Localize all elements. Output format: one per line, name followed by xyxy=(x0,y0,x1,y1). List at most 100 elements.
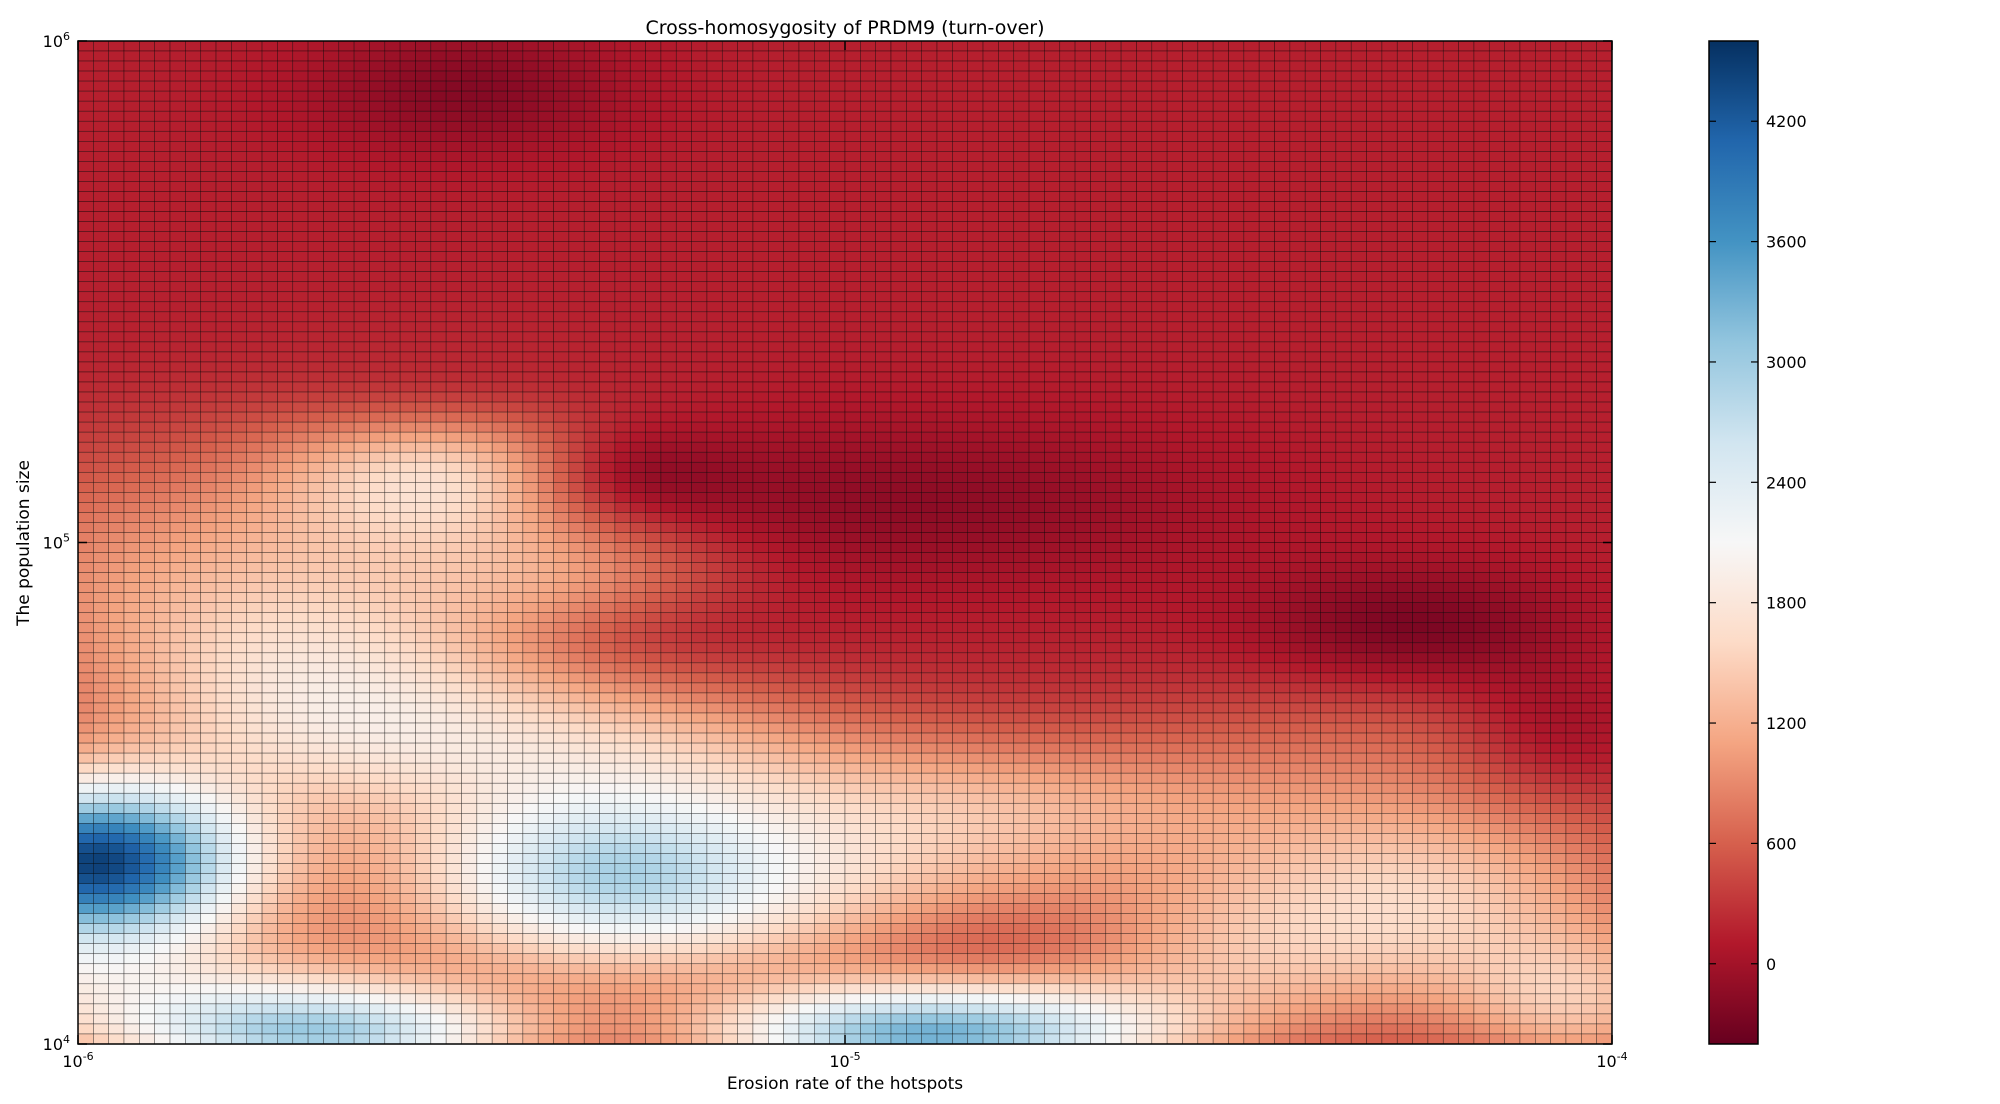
heatmap-cell xyxy=(1304,211,1321,222)
heatmap-cell xyxy=(246,341,263,353)
heatmap-cell xyxy=(1427,261,1444,272)
heatmap-cell xyxy=(1304,40,1321,52)
heatmap-cell xyxy=(583,110,600,122)
heatmap-cell xyxy=(461,40,478,52)
heatmap-cell xyxy=(277,492,294,503)
heatmap-cell xyxy=(829,492,846,503)
heatmap-cell xyxy=(384,70,401,82)
heatmap-cell xyxy=(430,401,447,413)
heatmap-cell xyxy=(1136,211,1153,222)
heatmap-cell xyxy=(246,130,263,142)
heatmap-cell xyxy=(721,211,738,222)
heatmap-cell xyxy=(139,70,156,82)
heatmap-cell xyxy=(1074,120,1091,132)
heatmap-cell xyxy=(1243,141,1260,152)
heatmap-cell xyxy=(185,130,202,142)
heatmap-cell xyxy=(246,70,263,82)
heatmap-cell xyxy=(1427,181,1444,192)
heatmap-cell xyxy=(1381,191,1398,202)
heatmap-cell xyxy=(1074,441,1091,453)
heatmap-cell xyxy=(522,431,539,443)
heatmap-cell xyxy=(108,60,125,72)
heatmap-cell xyxy=(1535,482,1551,493)
heatmap-cell xyxy=(1105,512,1122,523)
heatmap-cell xyxy=(998,201,1015,212)
heatmap-cell xyxy=(491,80,508,92)
heatmap-cell xyxy=(1212,461,1229,473)
heatmap-cell xyxy=(1442,130,1459,142)
heatmap-cell xyxy=(185,261,202,272)
heatmap-cell xyxy=(399,221,416,232)
heatmap-cell xyxy=(629,90,646,102)
heatmap-cell xyxy=(415,151,432,162)
heatmap-cell xyxy=(307,391,324,403)
heatmap-cell xyxy=(553,441,570,453)
heatmap-cell xyxy=(77,431,94,443)
heatmap-cell xyxy=(629,60,646,72)
heatmap-cell xyxy=(967,502,984,513)
heatmap-cell xyxy=(246,411,263,423)
heatmap-cell xyxy=(507,391,524,403)
heatmap-cell xyxy=(1166,231,1183,242)
heatmap-cell xyxy=(1228,151,1245,162)
heatmap-cell xyxy=(906,451,922,463)
heatmap-cell xyxy=(77,482,94,493)
heatmap-cell xyxy=(261,241,278,252)
heatmap-cell xyxy=(1120,331,1137,343)
heatmap-cell xyxy=(568,100,585,112)
heatmap-cell xyxy=(614,301,631,313)
heatmap-cell xyxy=(568,311,585,323)
heatmap-cell xyxy=(721,100,738,112)
heatmap-cell xyxy=(906,271,922,283)
heatmap-cell xyxy=(1028,311,1045,323)
heatmap-cell xyxy=(1396,251,1413,262)
heatmap-cell xyxy=(1028,171,1045,182)
heatmap-cell xyxy=(1473,311,1490,323)
heatmap-cell xyxy=(1565,211,1582,222)
heatmap-cell xyxy=(108,492,125,503)
heatmap-cell xyxy=(1105,100,1122,112)
heatmap-cell xyxy=(860,371,876,383)
heatmap-cell xyxy=(1427,151,1444,162)
heatmap-cell xyxy=(952,522,969,533)
heatmap-cell xyxy=(139,351,156,363)
heatmap-cell xyxy=(384,291,401,303)
heatmap-cell xyxy=(1596,361,1613,373)
heatmap-cell xyxy=(583,321,600,333)
heatmap-cell xyxy=(1166,130,1183,142)
heatmap-cell xyxy=(522,191,539,202)
heatmap-cell xyxy=(875,110,892,122)
heatmap-cell xyxy=(323,241,340,252)
heatmap-cell xyxy=(1442,441,1459,453)
heatmap-cell xyxy=(338,70,355,82)
heatmap-cell xyxy=(599,231,616,242)
heatmap-cell xyxy=(737,441,754,453)
heatmap-cell xyxy=(215,40,232,52)
heatmap-cell xyxy=(1335,130,1352,142)
heatmap-cell xyxy=(752,522,769,533)
heatmap-cell xyxy=(829,161,846,172)
heatmap-cell xyxy=(645,341,662,353)
heatmap-cell xyxy=(660,221,677,232)
heatmap-cell xyxy=(844,341,861,353)
heatmap-cell xyxy=(998,351,1015,363)
heatmap-cell xyxy=(1519,301,1536,313)
heatmap-cell xyxy=(1320,251,1337,262)
heatmap-cell xyxy=(1136,321,1153,333)
heatmap-cell xyxy=(93,471,109,483)
heatmap-cell xyxy=(1458,311,1475,323)
heatmap-cell xyxy=(1320,492,1337,503)
heatmap-cell xyxy=(338,421,355,433)
heatmap-cell xyxy=(844,361,861,373)
heatmap-cell xyxy=(139,231,156,242)
heatmap-cell xyxy=(1090,492,1107,503)
heatmap-cell xyxy=(691,201,708,212)
heatmap-cell xyxy=(384,461,401,473)
heatmap-cell xyxy=(476,241,493,252)
heatmap-cell xyxy=(1565,461,1582,473)
heatmap-cell xyxy=(875,321,892,333)
heatmap-cell xyxy=(323,512,340,523)
heatmap-cell xyxy=(1090,532,1107,543)
heatmap-cell xyxy=(691,110,708,122)
heatmap-cell xyxy=(1120,40,1137,52)
